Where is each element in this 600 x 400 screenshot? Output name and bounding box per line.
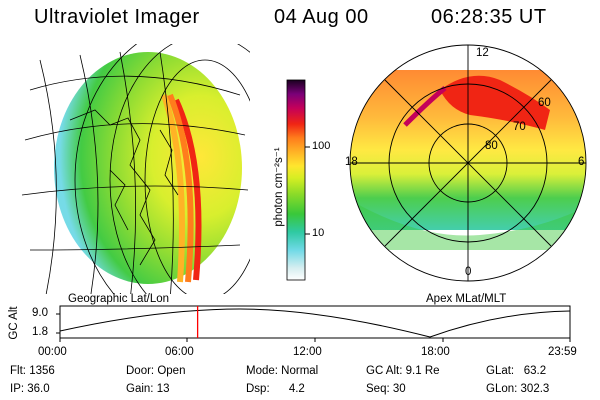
mlat-label-80: 80 xyxy=(485,140,498,152)
altitude-ticks xyxy=(56,313,571,342)
mlat-label-70: 70 xyxy=(513,121,526,133)
mlat-label-60: 60 xyxy=(538,97,551,109)
left-panel-caption: Geographic Lat/Lon xyxy=(68,293,170,305)
auroral-oval-band xyxy=(173,98,202,281)
mlt-label-18: 18 xyxy=(345,156,358,168)
lat-lon-grid xyxy=(21,44,250,294)
seq-readout: Seq: 30 xyxy=(366,383,406,395)
altitude-ytick-max: 9.0 xyxy=(32,307,48,319)
colorbar xyxy=(286,79,310,281)
dsp-readout: Dsp: 4.2 xyxy=(246,383,305,395)
colorbar-tick-10: 10 xyxy=(312,227,325,239)
door-readout: Door: Open xyxy=(126,365,186,377)
glat-readout: GLat: 63.2 xyxy=(486,365,547,377)
geographic-image-panel xyxy=(21,44,250,294)
mlt-label-12: 12 xyxy=(476,47,489,59)
colorbar-tick-100: 100 xyxy=(312,140,331,152)
image-time: 06:28:35 UT xyxy=(431,6,547,28)
gain-readout: Gain: 13 xyxy=(126,383,170,395)
auroral-emission-left xyxy=(54,52,242,284)
mlt-label-0: 0 xyxy=(465,266,472,278)
flight-readout: Flt: 1356 xyxy=(10,365,55,377)
time-tick-1800: 18:00 xyxy=(421,346,450,358)
time-tick-0600: 06:00 xyxy=(165,346,194,358)
orbit-altitude-plot xyxy=(56,305,571,342)
glon-readout: GLon: 302.3 xyxy=(486,383,550,395)
time-tick-1200: 12:00 xyxy=(293,346,322,358)
polar-grid xyxy=(349,44,587,282)
time-tick-0000: 00:00 xyxy=(38,346,67,358)
coastline-outline xyxy=(69,109,179,266)
instrument-title: Ultraviolet Imager xyxy=(34,6,200,28)
mode-readout: Mode: Normal xyxy=(246,365,319,377)
altitude-ylabel: GC Alt xyxy=(8,306,20,340)
polar-image-panel xyxy=(349,44,587,282)
mlt-label-6: 6 xyxy=(578,156,585,168)
colorbar-unit-label: photon cm⁻²s⁻¹ xyxy=(273,147,285,227)
altitude-curve xyxy=(59,308,571,338)
image-date: 04 Aug 00 xyxy=(274,6,369,28)
ip-readout: IP: 36.0 xyxy=(10,383,50,395)
time-tick-2359: 23:59 xyxy=(548,346,577,358)
altitude-ytick-min: 1.8 xyxy=(32,326,48,338)
gc-alt-readout: GC Alt: 9.1 Re xyxy=(366,365,440,377)
cusp-emission xyxy=(440,75,550,130)
right-panel-caption: Apex MLat/MLT xyxy=(426,293,507,305)
